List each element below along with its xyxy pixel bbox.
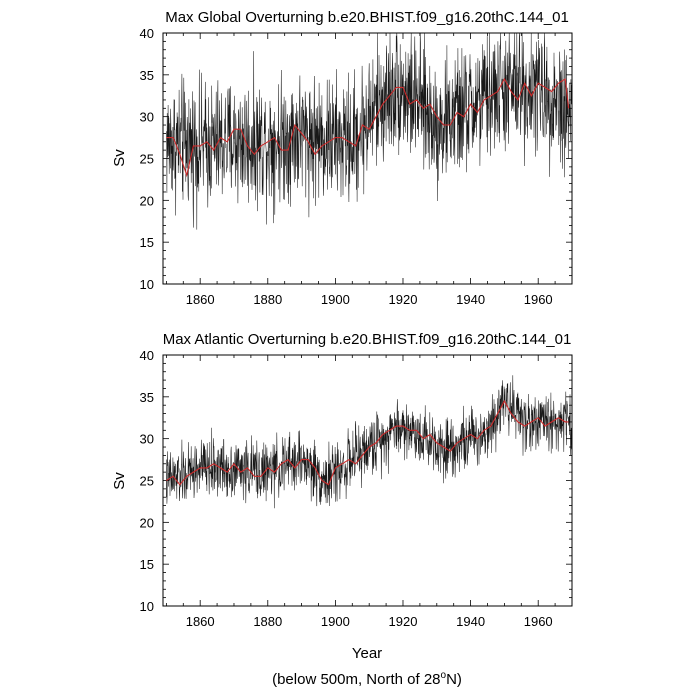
global-y-tick-label: 20	[140, 193, 154, 208]
atlantic-y-tick-label: 25	[140, 474, 154, 489]
global-plot-frame	[162, 32, 573, 285]
atlantic-y-tick-label: 40	[140, 348, 154, 363]
global-overturning-panel: Max Global Overturning b.e20.BHIST.f09_g…	[111, 9, 573, 307]
atlantic-x-tick-label: 1920	[389, 614, 418, 629]
atlantic-y-tick-label: 10	[140, 599, 154, 614]
global-x-tick-label: 1960	[524, 292, 553, 307]
atlantic-x-tick-label: 1940	[456, 614, 485, 629]
global-y-tick-label: 35	[140, 68, 154, 83]
caption-suffix: N)	[446, 671, 462, 688]
global-monthly-series	[166, 32, 572, 230]
caption-prefix: (below 500m, North of 28	[272, 671, 440, 688]
atlantic-y-axis-label: Sv	[111, 472, 128, 490]
atlantic-annual-mean-line	[166, 399, 569, 486]
atlantic-monthly-line	[166, 375, 572, 509]
global-y-tick-label: 40	[140, 26, 154, 41]
atlantic-y-tick-label: 30	[140, 432, 154, 447]
atlantic-y-tick-label: 20	[140, 515, 154, 530]
atlantic-chart-title: Max Atlantic Overturning b.e20.BHIST.f09…	[163, 331, 572, 348]
global-x-tick-label: 1900	[321, 292, 350, 307]
global-y-tick-label: 30	[140, 110, 154, 125]
global-chart-title: Max Global Overturning b.e20.BHIST.f09_g…	[165, 9, 569, 26]
atlantic-plot-frame	[162, 354, 573, 607]
global-x-tick-label: 1940	[456, 292, 485, 307]
atlantic-annual-mean-series	[166, 399, 569, 486]
global-annual-mean-series	[166, 77, 570, 178]
atlantic-overturning-panel: Max Atlantic Overturning b.e20.BHIST.f09…	[111, 331, 573, 662]
global-y-tick-label: 15	[140, 235, 154, 250]
caption-degree-superscript: o	[441, 670, 447, 681]
global-x-tick-label: 1860	[186, 292, 215, 307]
atlantic-x-tick-label: 1880	[253, 614, 282, 629]
atlantic-y-tick-label: 15	[140, 557, 154, 572]
global-axes: 10 15 20 25 30 35 40 1860 1880 1900 1920 1940 1960	[140, 26, 573, 307]
atlantic-x-tick-label: 1900	[321, 614, 350, 629]
global-x-tick-label: 1920	[389, 292, 418, 307]
atlantic-x-tick-label: 1860	[186, 614, 215, 629]
atlantic-monthly-series	[166, 375, 572, 509]
atlantic-x-tick-label: 1960	[524, 614, 553, 629]
global-annual-mean-line	[166, 77, 570, 178]
global-x-tick-label: 1880	[253, 292, 282, 307]
atlantic-axes: 10 15 20 25 30 35 40 1860 1880 1900 1920 1940 1960	[140, 348, 573, 629]
figure-caption: (below 500m, North of 28oN)	[272, 670, 462, 688]
atlantic-x-axis-label: Year	[352, 645, 382, 662]
global-y-axis-label: Sv	[111, 149, 128, 167]
global-y-tick-label: 10	[140, 277, 154, 292]
global-y-tick-label: 25	[140, 152, 154, 167]
atlantic-y-tick-label: 35	[140, 390, 154, 405]
global-monthly-line	[166, 32, 572, 230]
